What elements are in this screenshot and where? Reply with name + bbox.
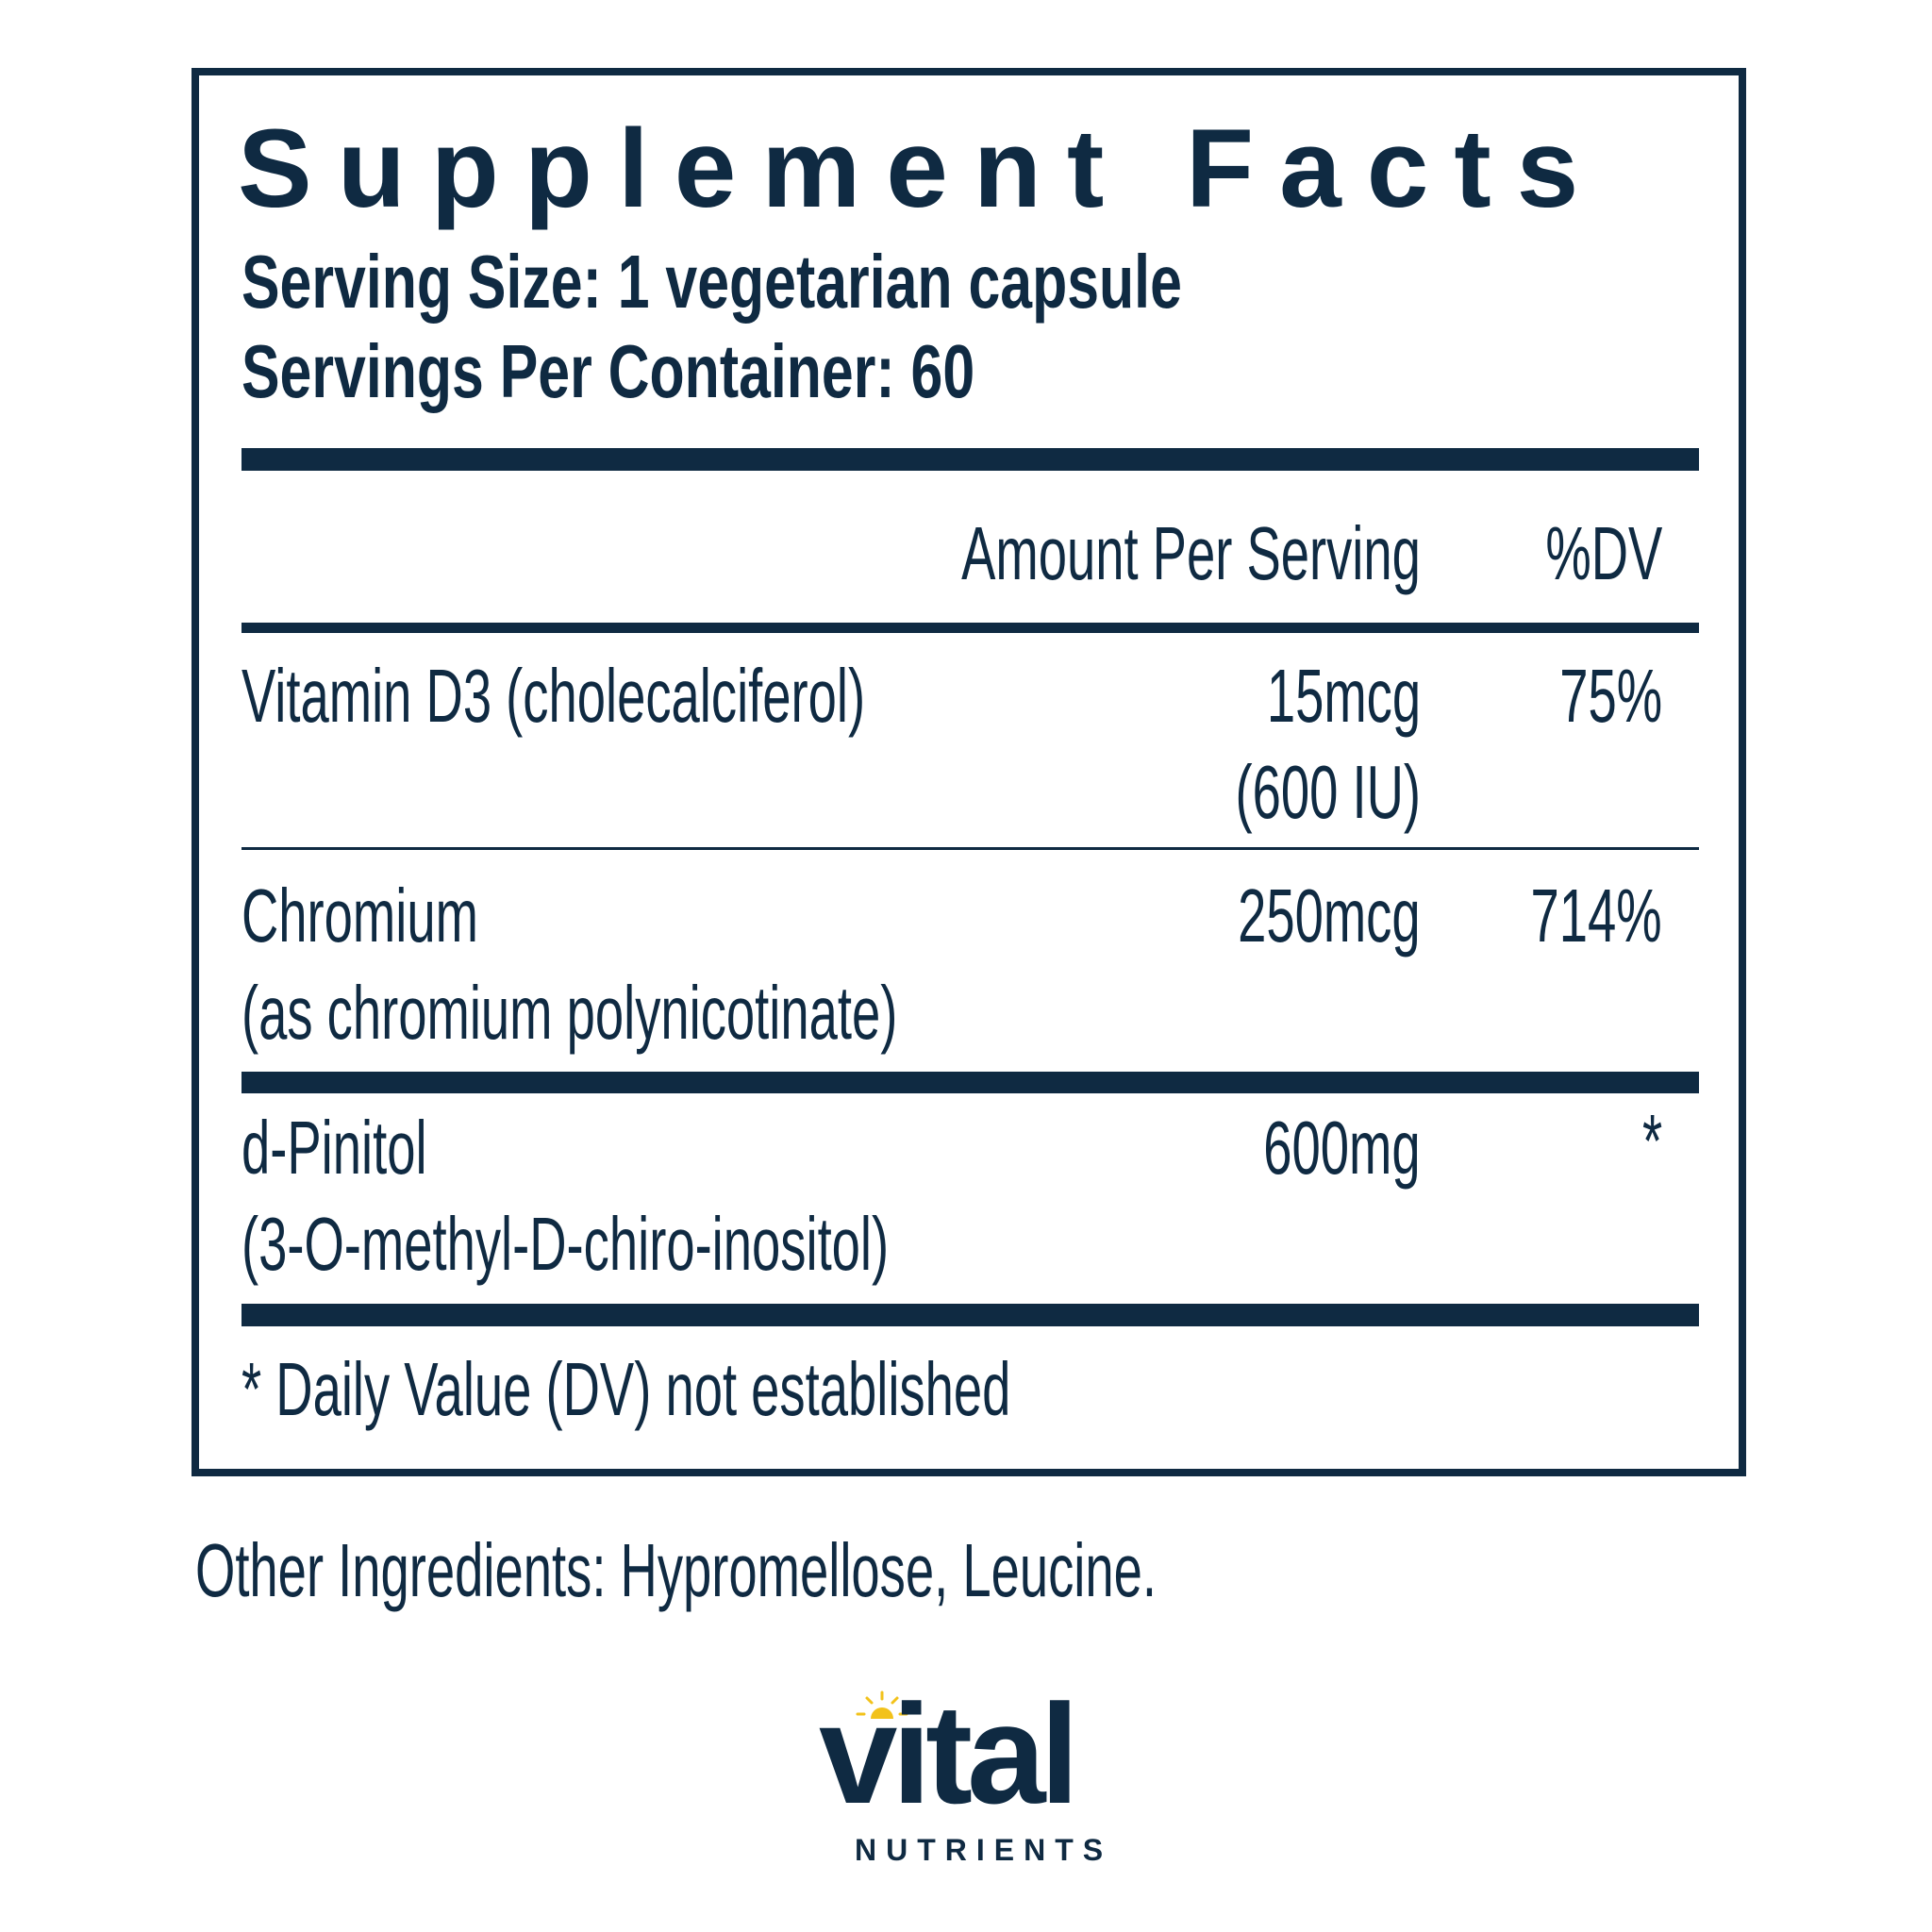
row-subname: (3-O-methyl-D-chiro-inositol) — [242, 1202, 890, 1286]
divider-thick — [242, 1072, 1699, 1093]
row-subname: (as chromium polynicotinate) — [242, 971, 898, 1055]
footnote: * Daily Value (DV) not established — [242, 1347, 1011, 1431]
logo-subtitle: NUTRIENTS — [855, 1833, 1113, 1867]
divider-thick — [242, 1304, 1699, 1326]
row-name: Vitamin D3 (cholecalciferol) — [242, 654, 866, 738]
row-amount: 600mg — [1263, 1106, 1421, 1190]
divider-thick — [242, 448, 1699, 471]
sun-icon — [856, 1690, 908, 1719]
row-name: d-Pinitol — [242, 1106, 427, 1190]
row-amount-iu: (600 IU) — [1235, 750, 1421, 834]
row-dv: * — [1641, 1099, 1662, 1183]
divider-thin — [242, 847, 1699, 850]
header-amount: Amount Per Serving — [961, 511, 1421, 595]
divider-medium — [242, 623, 1699, 633]
vital-nutrients-logo: vital NUTRIENTS — [811, 1683, 1123, 1877]
servings-per-container: Servings Per Container: 60 — [242, 329, 975, 413]
row-amount: 250mcg — [1238, 874, 1421, 958]
logo-wordmark: vital — [819, 1674, 1079, 1833]
header-dv: %DV — [1545, 511, 1662, 595]
other-ingredients: Other Ingredients: Hypromellose, Leucine… — [195, 1528, 1158, 1612]
serving-size: Serving Size: 1 vegetarian capsule — [242, 240, 1182, 324]
row-dv: 75% — [1559, 654, 1662, 738]
row-name: Chromium — [242, 874, 478, 958]
row-dv: 714% — [1530, 874, 1662, 958]
row-amount: 15mcg — [1266, 654, 1421, 738]
supplement-facts-panel — [192, 68, 1746, 1476]
panel-title: Supplement Facts — [238, 107, 1605, 231]
